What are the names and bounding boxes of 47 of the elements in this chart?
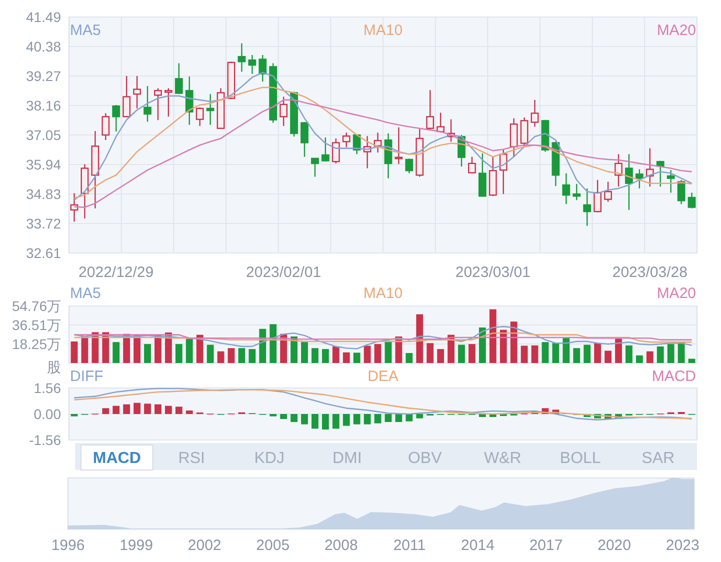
series-label: DIFF (70, 368, 104, 385)
series-label: DEA (368, 368, 398, 385)
series-label: MACD (652, 368, 696, 385)
x-tick-label: 2014 (461, 537, 494, 554)
text: KDJ (254, 450, 284, 467)
x-tick-label: 2020 (598, 537, 632, 554)
text: MA10 (363, 285, 403, 302)
text: MA5 (70, 22, 101, 39)
text: OBV (408, 450, 442, 467)
text: MA20 (656, 22, 696, 39)
y-tick-label: 37.05 (26, 127, 62, 143)
text: RSI (178, 450, 205, 467)
text: BOLL (560, 450, 601, 467)
text: MA20 (656, 285, 696, 302)
x-tick-label: 1996 (51, 537, 85, 554)
x-tick-label: 2011 (393, 537, 426, 554)
x-tick-label: 2023 (666, 537, 700, 554)
x-tick-label: 1999 (120, 537, 153, 554)
text: MACD (92, 450, 141, 467)
y-tick-label: 41.49 (26, 9, 62, 25)
y-tick-label: 18.25万 (12, 336, 61, 352)
y-tick-label: 35.94 (26, 156, 62, 172)
y-tick-label: -1.56 (29, 432, 62, 448)
y-tick-label: 54.76万 (12, 298, 61, 314)
x-tick-label: 2017 (529, 537, 563, 554)
y-tick-label: 36.51万 (12, 316, 61, 333)
x-tick-label: 2022/12/29 (78, 264, 154, 281)
x-tick-label: 2005 (256, 537, 290, 554)
y-tick-label: 39.27 (26, 68, 62, 84)
y-tick-label: 32.61 (26, 245, 62, 261)
y-tick-label: 38.16 (26, 98, 62, 114)
y-tick-label: 0.00 (34, 406, 62, 422)
y-axis-title: 股 (47, 359, 61, 375)
x-tick-label: 2008 (324, 537, 358, 554)
text: W&R (484, 450, 522, 467)
x-tick-label: 2002 (188, 537, 222, 554)
text: MA10 (363, 22, 403, 39)
y-tick-label: 33.72 (26, 216, 62, 232)
y-tick-label: 1.56 (34, 380, 62, 396)
text: DMI (332, 450, 362, 467)
y-tick-label: 40.38 (26, 38, 62, 54)
text: MA5 (70, 285, 101, 302)
y-tick-label: 34.83 (26, 186, 62, 202)
text: SAR (642, 450, 675, 467)
x-tick-label: 2023/02/01 (246, 264, 322, 281)
x-tick-label: 2023/03/01 (455, 264, 530, 281)
x-tick-label: 2023/03/28 (612, 264, 688, 281)
